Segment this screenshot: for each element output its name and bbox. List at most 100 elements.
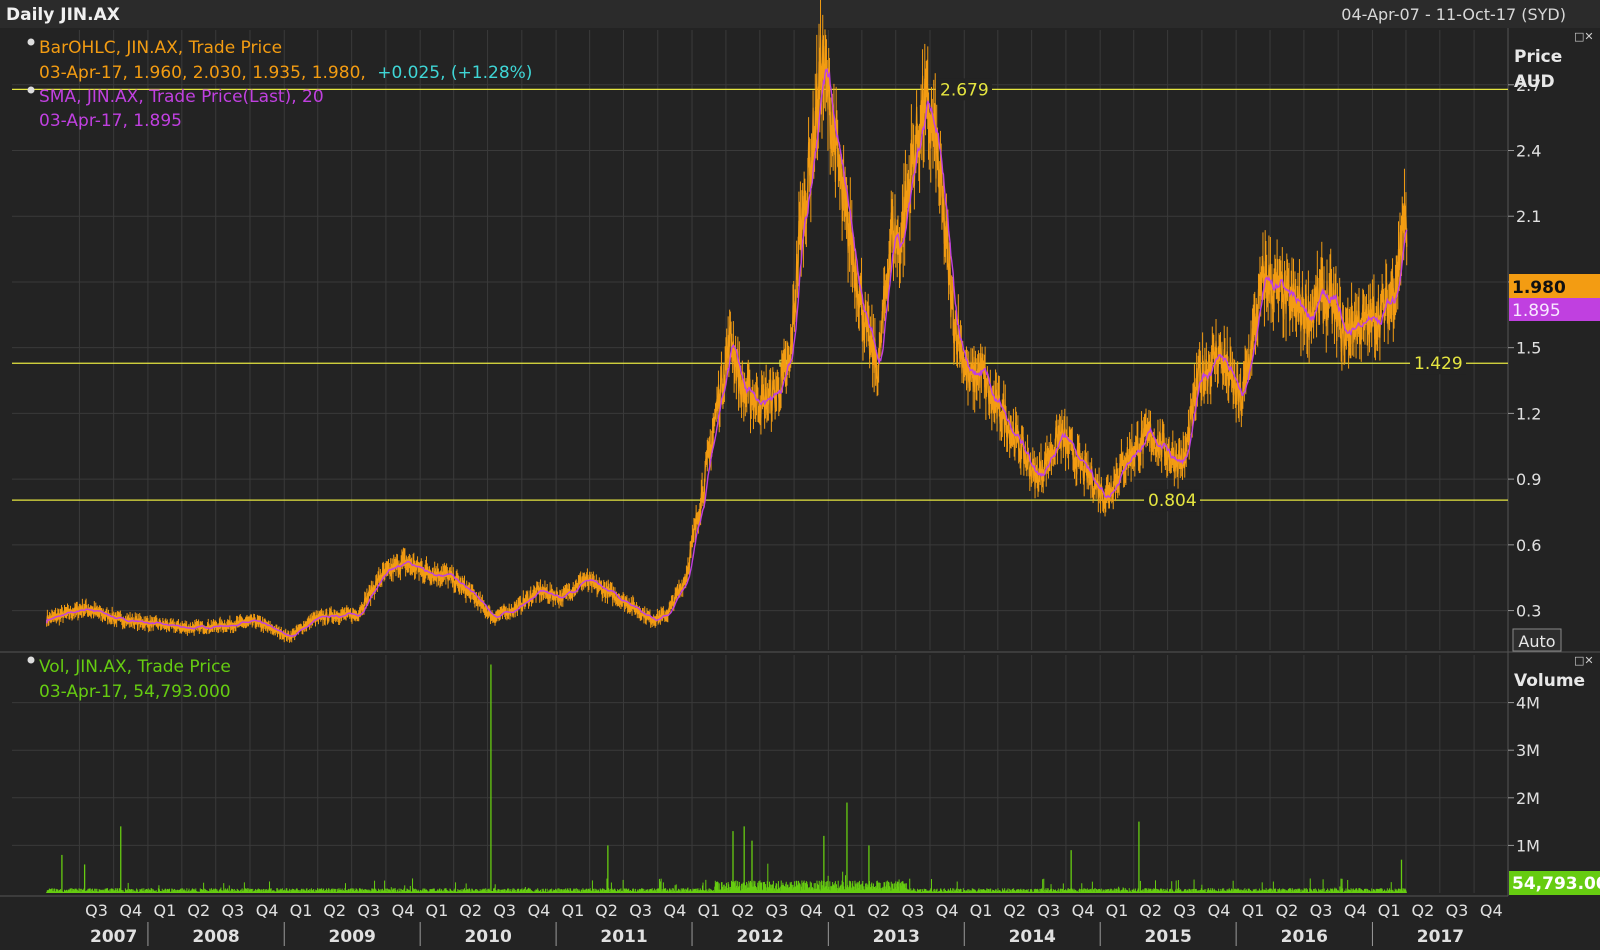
volume-ytick-label: 4M: [1516, 694, 1540, 713]
legend-sma-value: 03-Apr-17, 1.895: [39, 111, 182, 131]
quarter-label: Q3: [766, 901, 789, 920]
quarter-label: Q1: [698, 901, 721, 920]
legend-bullet-volume[interactable]: [27, 656, 35, 664]
quarter-label: Q4: [1480, 901, 1503, 920]
sma-tag-label: 1.895: [1512, 301, 1561, 321]
last-volume-tag: [1509, 871, 1600, 895]
reference-line-label: 1.429: [1414, 354, 1463, 374]
year-label: 2015: [1145, 927, 1192, 947]
price-ytick-label: 0.3: [1516, 602, 1541, 621]
window-buttons-volume[interactable]: □✕: [1574, 654, 1594, 667]
legend-ohlc-name: BarOHLC, JIN.AX, Trade Price: [39, 38, 282, 58]
quarter-label: Q3: [1037, 901, 1060, 920]
year-label: 2017: [1417, 927, 1464, 947]
price-ytick-label: 1.2: [1516, 404, 1541, 423]
legend-volume-value: 03-Apr-17, 54,793.000: [39, 682, 231, 702]
quarter-label: Q4: [664, 901, 687, 920]
quarter-label: Q4: [936, 901, 959, 920]
sma-line: [45, 67, 1408, 637]
sma-layer: [45, 67, 1408, 637]
quarter-label: Q3: [493, 901, 516, 920]
chart-title: Daily JIN.AX: [6, 5, 120, 25]
quarter-label: Q1: [426, 901, 449, 920]
price-ytick-label: 1.5: [1516, 339, 1541, 358]
price-ytick-label: 2.4: [1516, 141, 1541, 160]
sma-tag: [1509, 298, 1600, 321]
quarter-label: Q2: [459, 901, 482, 920]
quarter-label: Q3: [901, 901, 924, 920]
legend-ohlc-prices: 03-Apr-17, 1.960, 2.030, 1.935, 1.980,: [39, 63, 366, 83]
quarter-label: Q3: [85, 901, 108, 920]
year-label: 2010: [464, 927, 511, 947]
last-volume-tag-label: 54,793.00: [1512, 874, 1600, 894]
quarter-label: Q2: [1412, 901, 1435, 920]
legend-bullet-sma[interactable]: [27, 86, 35, 94]
volume-ytick-label: 2M: [1516, 789, 1540, 808]
xaxis-layer: Q3 Q4 Q1 Q2 Q3 Q4 Q1 Q2 Q3 Q4 Q1 Q2 Q3 Q4 Q1 Q2 Q3 Q4 Q1 Q2…: [85, 901, 1502, 947]
quarter-label: Q1: [153, 901, 176, 920]
quarter-label: Q1: [1378, 901, 1401, 920]
quarter-label: Q4: [1072, 901, 1095, 920]
quarter-label: Q1: [290, 901, 313, 920]
quarter-label: Q2: [731, 901, 754, 920]
auto-button[interactable]: [1512, 628, 1562, 652]
quarter-label: Q2: [867, 901, 890, 920]
quarter-label: Q2: [1003, 901, 1026, 920]
quarter-label: Q4: [119, 901, 142, 920]
legend-bullet-ohlc[interactable]: [27, 38, 35, 46]
quarter-label: Q1: [834, 901, 857, 920]
quarter-label: Q4: [256, 901, 279, 920]
year-label: 2014: [1009, 927, 1056, 947]
quarter-label: Q1: [1106, 901, 1129, 920]
quarter-label: Q2: [323, 901, 346, 920]
volume-axis-title: Volume: [1514, 671, 1585, 691]
year-label: 2009: [329, 927, 376, 947]
year-label: 2008: [192, 927, 239, 947]
price-ytick-label: 0.6: [1516, 536, 1541, 555]
reference-line-label-bg: [1410, 352, 1466, 375]
quarter-label: Q3: [1173, 901, 1196, 920]
legend-ohlc-change: +0.025, (+1.28%): [377, 63, 532, 83]
quarter-label: Q4: [528, 901, 551, 920]
quarter-label: Q2: [187, 901, 210, 920]
last-price-tag-label: 1.980: [1512, 278, 1566, 298]
date-range: 04-Apr-07 - 11-Oct-17 (SYD): [1341, 5, 1566, 24]
price-axis-title: Price: [1514, 47, 1562, 67]
price-line: [46, 35, 1408, 640]
quarter-label: Q3: [357, 901, 380, 920]
year-label: 2013: [873, 927, 920, 947]
quarter-label: Q3: [221, 901, 244, 920]
hline-layer: 2.679 1.429 0.804: [12, 78, 1508, 512]
volume-ytick-label: 1M: [1516, 836, 1540, 855]
volume-ytick-label: 3M: [1516, 741, 1540, 760]
grid-layer: [12, 30, 1508, 893]
quarter-label: Q4: [1344, 901, 1367, 920]
price-ytick-label: 2.7: [1516, 76, 1541, 95]
year-label: 2016: [1281, 927, 1328, 947]
price-axis-unit: AUD: [1514, 72, 1555, 92]
reference-line-label-bg: [1144, 489, 1200, 512]
auto-button-label: Auto: [1518, 632, 1555, 651]
quarter-label: Q1: [970, 901, 993, 920]
window-buttons-price[interactable]: □✕: [1574, 30, 1594, 43]
reference-line-label-bg: [936, 78, 992, 101]
year-label: 2011: [600, 927, 647, 947]
reference-line-label: 2.679: [940, 80, 989, 100]
quarter-label: Q4: [392, 901, 415, 920]
quarter-label: Q4: [1208, 901, 1231, 920]
quarter-label: Q1: [561, 901, 584, 920]
last-price-tag: [1509, 274, 1600, 298]
quarter-label: Q4: [800, 901, 823, 920]
price-ytick-label: 2.1: [1516, 207, 1541, 226]
year-label: 2007: [90, 927, 137, 947]
quarter-label: Q3: [629, 901, 652, 920]
legend-ohlc-values: 03-Apr-17, 1.960, 2.030, 1.935, 1.980, +…: [39, 63, 532, 83]
quarter-label: Q2: [595, 901, 618, 920]
volume-layer: [46, 664, 1407, 893]
price-ytick-label: 0.9: [1516, 470, 1541, 489]
quarter-label: Q1: [1242, 901, 1265, 920]
legend-sma-name: SMA, JIN.AX, Trade Price(Last), 20: [39, 87, 324, 107]
quarter-label: Q2: [1139, 901, 1162, 920]
